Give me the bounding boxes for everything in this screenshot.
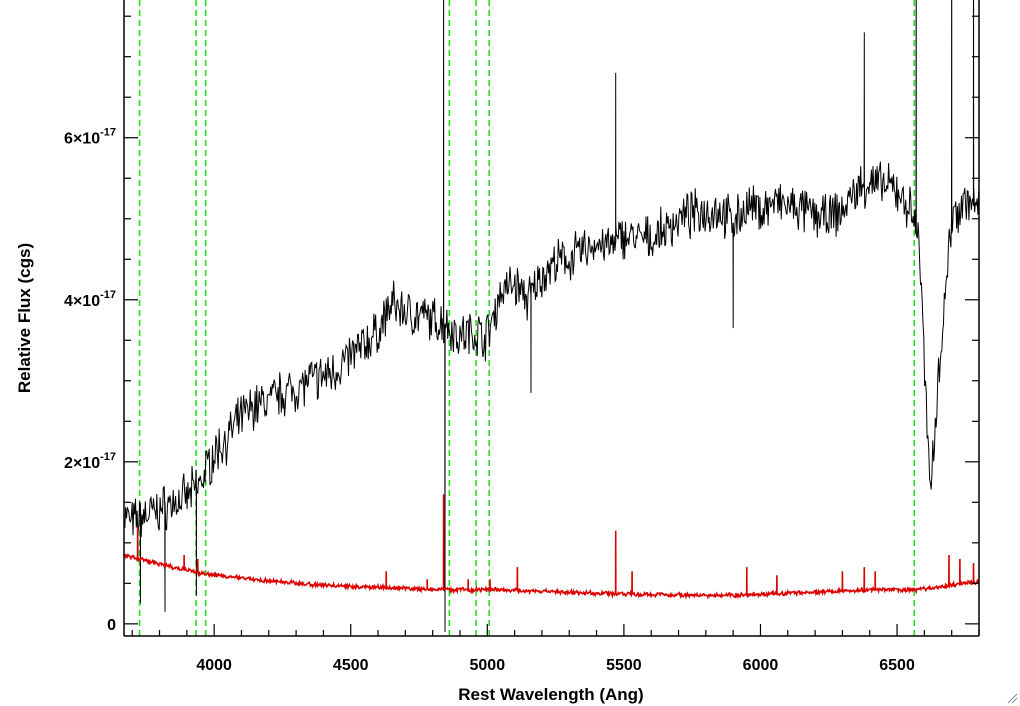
x-tick-label: 5000: [470, 657, 506, 674]
x-tick-label: 5500: [606, 657, 642, 674]
y-tick-label: 6×10-17: [64, 127, 116, 148]
y-axis-title: Relative Flux (cgs): [15, 243, 34, 393]
x-tick-label: 4500: [333, 657, 369, 674]
series-line-model: [124, 494, 979, 600]
x-tick-label: 4000: [196, 657, 232, 674]
x-tick-label: 6000: [743, 657, 779, 674]
y-tick-label: 4×10-17: [64, 289, 116, 310]
y-tick-label: 0: [107, 617, 116, 634]
resize-grip-icon[interactable]: [1006, 692, 1018, 704]
y-tick-label: 2×10-17: [64, 451, 116, 472]
series-line-spectrum: [124, 0, 979, 632]
x-tick-label: 6500: [879, 657, 915, 674]
axes-group: [123, 0, 980, 637]
x-axis-title: Rest Wavelength (Ang): [458, 685, 643, 704]
series-group: [124, 0, 979, 632]
tick-label-group: 4000 4500 5000 5500 6000 6500 0 2×10-17 4×10-17 6…: [64, 127, 915, 674]
